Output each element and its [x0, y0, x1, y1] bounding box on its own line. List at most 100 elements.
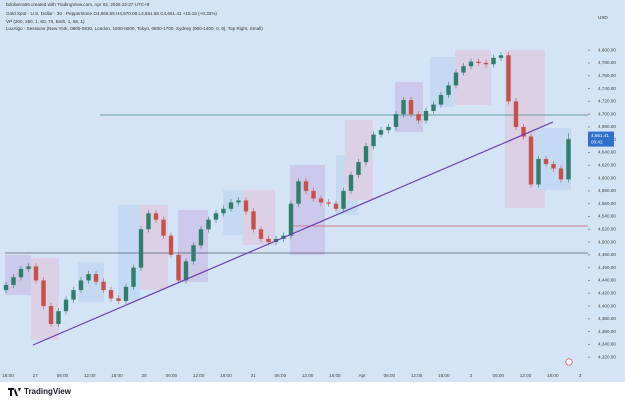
candle-body	[258, 229, 264, 239]
candle-body	[266, 238, 271, 243]
y-tick-label: 4,560.00	[598, 201, 616, 206]
x-tick-label: 12:00	[411, 373, 423, 378]
y-tick-label: 4,440.00	[598, 278, 616, 283]
x-tick-label: 18:00	[220, 373, 232, 378]
candle-body	[416, 114, 421, 121]
candle-body	[33, 266, 39, 281]
candle-body	[461, 66, 466, 73]
candle-body	[108, 290, 114, 299]
y-tick-label: 4,420.00	[598, 290, 616, 295]
candle-body	[228, 202, 234, 209]
y-tick-label: 4,320.00	[598, 354, 616, 359]
candle-body	[93, 274, 99, 282]
candle-body	[146, 213, 151, 230]
candle-body	[311, 190, 316, 199]
candle-body	[498, 55, 504, 58]
x-tick-label: 12:00	[520, 373, 532, 378]
x-tick-label: 06:00	[57, 373, 69, 378]
candle-body	[18, 268, 24, 278]
candle-body	[41, 280, 46, 307]
attribution: bdolivera66 created with TradingView.com…	[6, 2, 150, 7]
x-tick-label: 18:00	[111, 373, 123, 378]
candle-body	[56, 311, 61, 324]
candle-body	[476, 61, 481, 63]
candle-body	[468, 61, 474, 67]
candle-body	[101, 281, 106, 291]
x-tick-label: 06:00	[493, 373, 505, 378]
y-tick-label: 4,520.00	[598, 226, 616, 231]
price-axis	[588, 0, 625, 382]
candle-body	[506, 55, 511, 102]
y-axis: 4,320.00 4,340.00 4,360.00 4,380.00 4,400.00…	[588, 47, 616, 359]
y-tick-label: 4,460.00	[598, 265, 616, 270]
countdown: 03:42	[591, 139, 603, 144]
x-tick-label: 18:00	[2, 373, 14, 378]
candle-body	[26, 266, 31, 269]
x-tick-label: 28	[142, 373, 148, 378]
candle-body	[341, 190, 346, 209]
candle-body	[153, 213, 159, 220]
candle-body	[371, 134, 376, 147]
candle-body	[221, 208, 226, 214]
candle-body	[198, 229, 204, 246]
y-tick-label: 4,720.00	[598, 99, 616, 104]
candle-body	[288, 203, 294, 236]
candle-body	[48, 306, 54, 324]
candle-body	[303, 181, 309, 191]
footer	[0, 382, 625, 402]
candle-body	[513, 101, 519, 127]
candle-body	[131, 267, 136, 287]
x-tick-label: 18:00	[438, 373, 450, 378]
y-tick-label: 4,600.00	[598, 175, 616, 180]
candle-body	[393, 114, 399, 127]
indicator-line: VP (200, 280, 1, 60, 70, Both, 1, 68, 1)	[6, 19, 85, 24]
x-tick-label: 06:00	[384, 373, 396, 378]
candle-body	[123, 286, 129, 301]
candle-body	[558, 168, 564, 180]
y-tick-label: 4,700.00	[598, 111, 616, 116]
candle-body	[161, 219, 166, 236]
candle-body	[11, 277, 16, 285]
x-tick-label: 06:00	[275, 373, 287, 378]
candle-body	[401, 100, 406, 115]
candle-body	[453, 72, 459, 86]
candle-body	[251, 211, 256, 230]
y-tick-label: 4,760.00	[598, 73, 616, 78]
candle-body	[566, 139, 571, 180]
y-tick-label: 4,800.00	[598, 47, 616, 52]
candle-body	[378, 130, 384, 135]
candle-body	[78, 280, 84, 291]
candle-body	[521, 126, 526, 137]
candle-body	[551, 164, 556, 169]
candle-body	[356, 162, 361, 175]
last-price-box	[588, 131, 614, 147]
session-box	[223, 190, 243, 235]
y-tick-label: 4,500.00	[598, 239, 616, 244]
event-icon[interactable]	[565, 358, 573, 366]
candle-body	[183, 261, 189, 281]
last-price-label: 4,661.41	[591, 133, 609, 138]
candle-body	[326, 202, 331, 204]
x-tick-label: Apr	[359, 373, 367, 378]
symbol-line: Gold Spot · U.S. Dollar · 30 · Peppersto…	[6, 11, 217, 16]
candle-body	[446, 85, 451, 95]
x-axis: 18:00 27 06:00 12:00 18:00 28 06:00 12:00 18:00 3…	[2, 373, 581, 378]
candle-body	[491, 57, 496, 65]
candle-body	[296, 181, 301, 204]
candle-body	[363, 146, 369, 163]
x-tick-label: 2	[470, 373, 473, 378]
candle-body	[138, 229, 144, 268]
x-tick-label: 12:00	[302, 373, 314, 378]
candle-body	[243, 200, 249, 212]
y-tick-label: 4,340.00	[598, 342, 616, 347]
x-tick-label: 06:00	[166, 373, 178, 378]
x-tick-label: 27	[33, 373, 39, 378]
candle-body	[116, 298, 121, 301]
candle-body	[386, 126, 391, 131]
x-tick-label: 18:00	[329, 373, 341, 378]
y-tick-label: 4,780.00	[598, 60, 616, 65]
y-tick-label: 4,640.00	[598, 150, 616, 155]
candle-body	[191, 245, 196, 262]
candle-body	[3, 284, 9, 291]
